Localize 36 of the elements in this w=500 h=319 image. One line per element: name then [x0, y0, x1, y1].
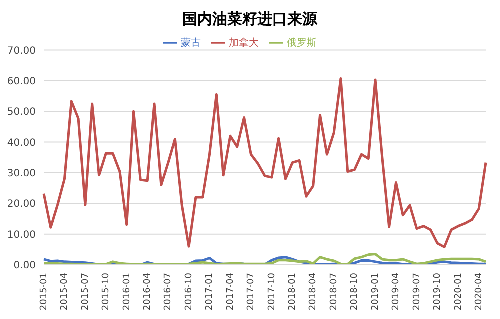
y-tick-label: 70.00	[7, 46, 36, 57]
chart-title: 国内油菜籽进口来源	[182, 9, 319, 30]
x-tick-label: 2017-01	[205, 273, 216, 311]
legend-label: 加拿大	[229, 38, 259, 49]
legend-label: 蒙古	[181, 38, 201, 49]
x-tick-label: 2018-01	[288, 273, 298, 311]
x-tick-label: 2017-04	[226, 272, 236, 311]
x-tick-label: 2019-04	[392, 272, 402, 311]
y-tick-label: 40.00	[7, 138, 36, 149]
y-tick-label: 10.00	[7, 230, 36, 241]
x-tick-label: 2019-07	[412, 273, 422, 311]
x-tick-label: 2015-01	[39, 273, 50, 311]
x-tick-label: 2016-10	[184, 272, 194, 311]
y-tick-label: 30.00	[7, 168, 36, 180]
x-tick-label: 2016-01	[122, 273, 132, 311]
line-series	[42, 78, 488, 248]
x-tick-label: 2016-07	[164, 273, 174, 311]
x-tick-label: 2015-07	[80, 273, 91, 311]
y-tick-label: 60.00	[7, 76, 36, 88]
x-tick-label: 2019-01	[370, 273, 381, 311]
x-tick-label: 2017-07	[246, 273, 257, 311]
y-tick-label: 20.00	[7, 199, 36, 210]
y-tick-label: 50.00	[7, 107, 36, 118]
x-tick-label: 2017-10	[267, 272, 278, 311]
x-tick-label: 2019-10	[433, 272, 444, 311]
y-tick-label: 0.00	[14, 260, 36, 272]
x-tick-label: 2018-04	[308, 272, 319, 311]
x-tick-label: 2015-10	[102, 272, 112, 311]
legend-label: 俄罗斯	[287, 38, 317, 49]
line-series	[42, 253, 488, 265]
x-tick-label: 2020-04	[474, 272, 484, 311]
x-tick-label: 2015-04	[60, 272, 70, 311]
x-tick-label: 2018-10	[350, 272, 360, 311]
x-tick-label: 2016-04	[142, 272, 153, 311]
x-tick-label: 2018-07	[329, 273, 340, 311]
x-tick-label: 2020-01	[454, 273, 464, 311]
